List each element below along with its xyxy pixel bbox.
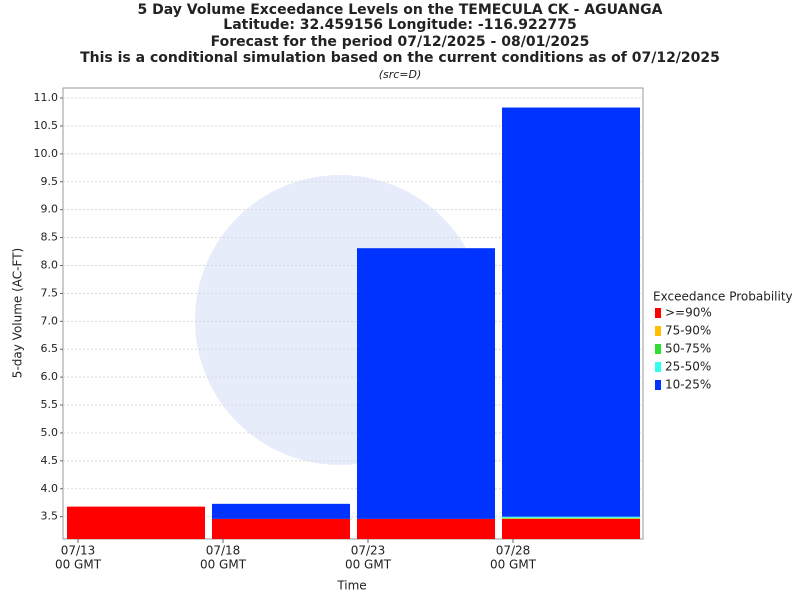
x-tick-label: 07/28 — [496, 544, 531, 558]
bar-segment — [502, 516, 640, 518]
bar-segment — [212, 503, 350, 519]
legend-label: 50-75% — [665, 342, 711, 356]
y-tick-label: 7.0 — [41, 314, 59, 327]
source-note: (src=D) — [379, 68, 422, 81]
y-axis-label: 5-day Volume (AC-FT) — [11, 248, 25, 378]
x-tick-sublabel: 00 GMT — [490, 558, 537, 572]
x-tick-sublabel: 00 GMT — [345, 558, 392, 572]
chart-title: 5 Day Volume Exceedance Levels on the TE… — [138, 2, 663, 18]
y-tick-label: 3.5 — [41, 510, 59, 523]
x-tick-label: 07/18 — [206, 544, 241, 558]
x-tick-label: 07/23 — [351, 544, 386, 558]
legend-title: Exceedance Probability — [653, 290, 793, 304]
y-tick-label: 5.5 — [41, 398, 59, 411]
y-tick-label: 6.5 — [41, 342, 59, 355]
legend-swatch — [655, 326, 661, 336]
x-tick-sublabel: 00 GMT — [55, 558, 102, 572]
bar-segment — [212, 518, 350, 539]
chart-subtitle: Latitude: 32.459156 Longitude: -116.9227… — [223, 17, 576, 33]
legend-swatch — [655, 362, 661, 372]
legend-swatch — [655, 380, 661, 390]
bar-segment — [357, 248, 495, 519]
legend-label: 75-90% — [665, 324, 711, 338]
y-tick-label: 4.0 — [41, 482, 59, 495]
y-tick-label: 8.0 — [41, 258, 59, 271]
y-tick-label: 4.5 — [41, 454, 59, 467]
y-tick-label: 6.0 — [41, 370, 59, 383]
x-axis-label: Time — [336, 579, 366, 593]
y-tick-label: 11.0 — [34, 91, 59, 104]
legend-swatch — [655, 308, 661, 318]
y-tick-label: 10.0 — [34, 147, 59, 160]
y-tick-label: 9.0 — [41, 203, 59, 216]
y-tick-label: 9.5 — [41, 175, 59, 188]
chart-subtitle: Forecast for the period 07/12/2025 - 08/… — [211, 34, 590, 50]
y-tick-label: 8.5 — [41, 231, 59, 244]
bar-segment — [67, 506, 205, 539]
bar-segment — [502, 518, 640, 519]
chart-subtitle: This is a conditional simulation based o… — [80, 50, 720, 66]
x-tick-label: 07/13 — [61, 544, 96, 558]
legend-swatch — [655, 344, 661, 354]
bar-segment — [502, 517, 640, 519]
legend-label: 10-25% — [665, 378, 711, 392]
bar-segment — [502, 107, 640, 517]
legend-label: 25-50% — [665, 360, 711, 374]
x-tick-sublabel: 00 GMT — [200, 558, 247, 572]
y-tick-label: 7.5 — [41, 286, 59, 299]
y-tick-label: 10.5 — [34, 119, 59, 132]
y-tick-label: 5.0 — [41, 426, 59, 439]
legend-label: >=90% — [665, 306, 712, 320]
bar-segment — [357, 518, 495, 539]
bar-segment — [502, 518, 640, 539]
